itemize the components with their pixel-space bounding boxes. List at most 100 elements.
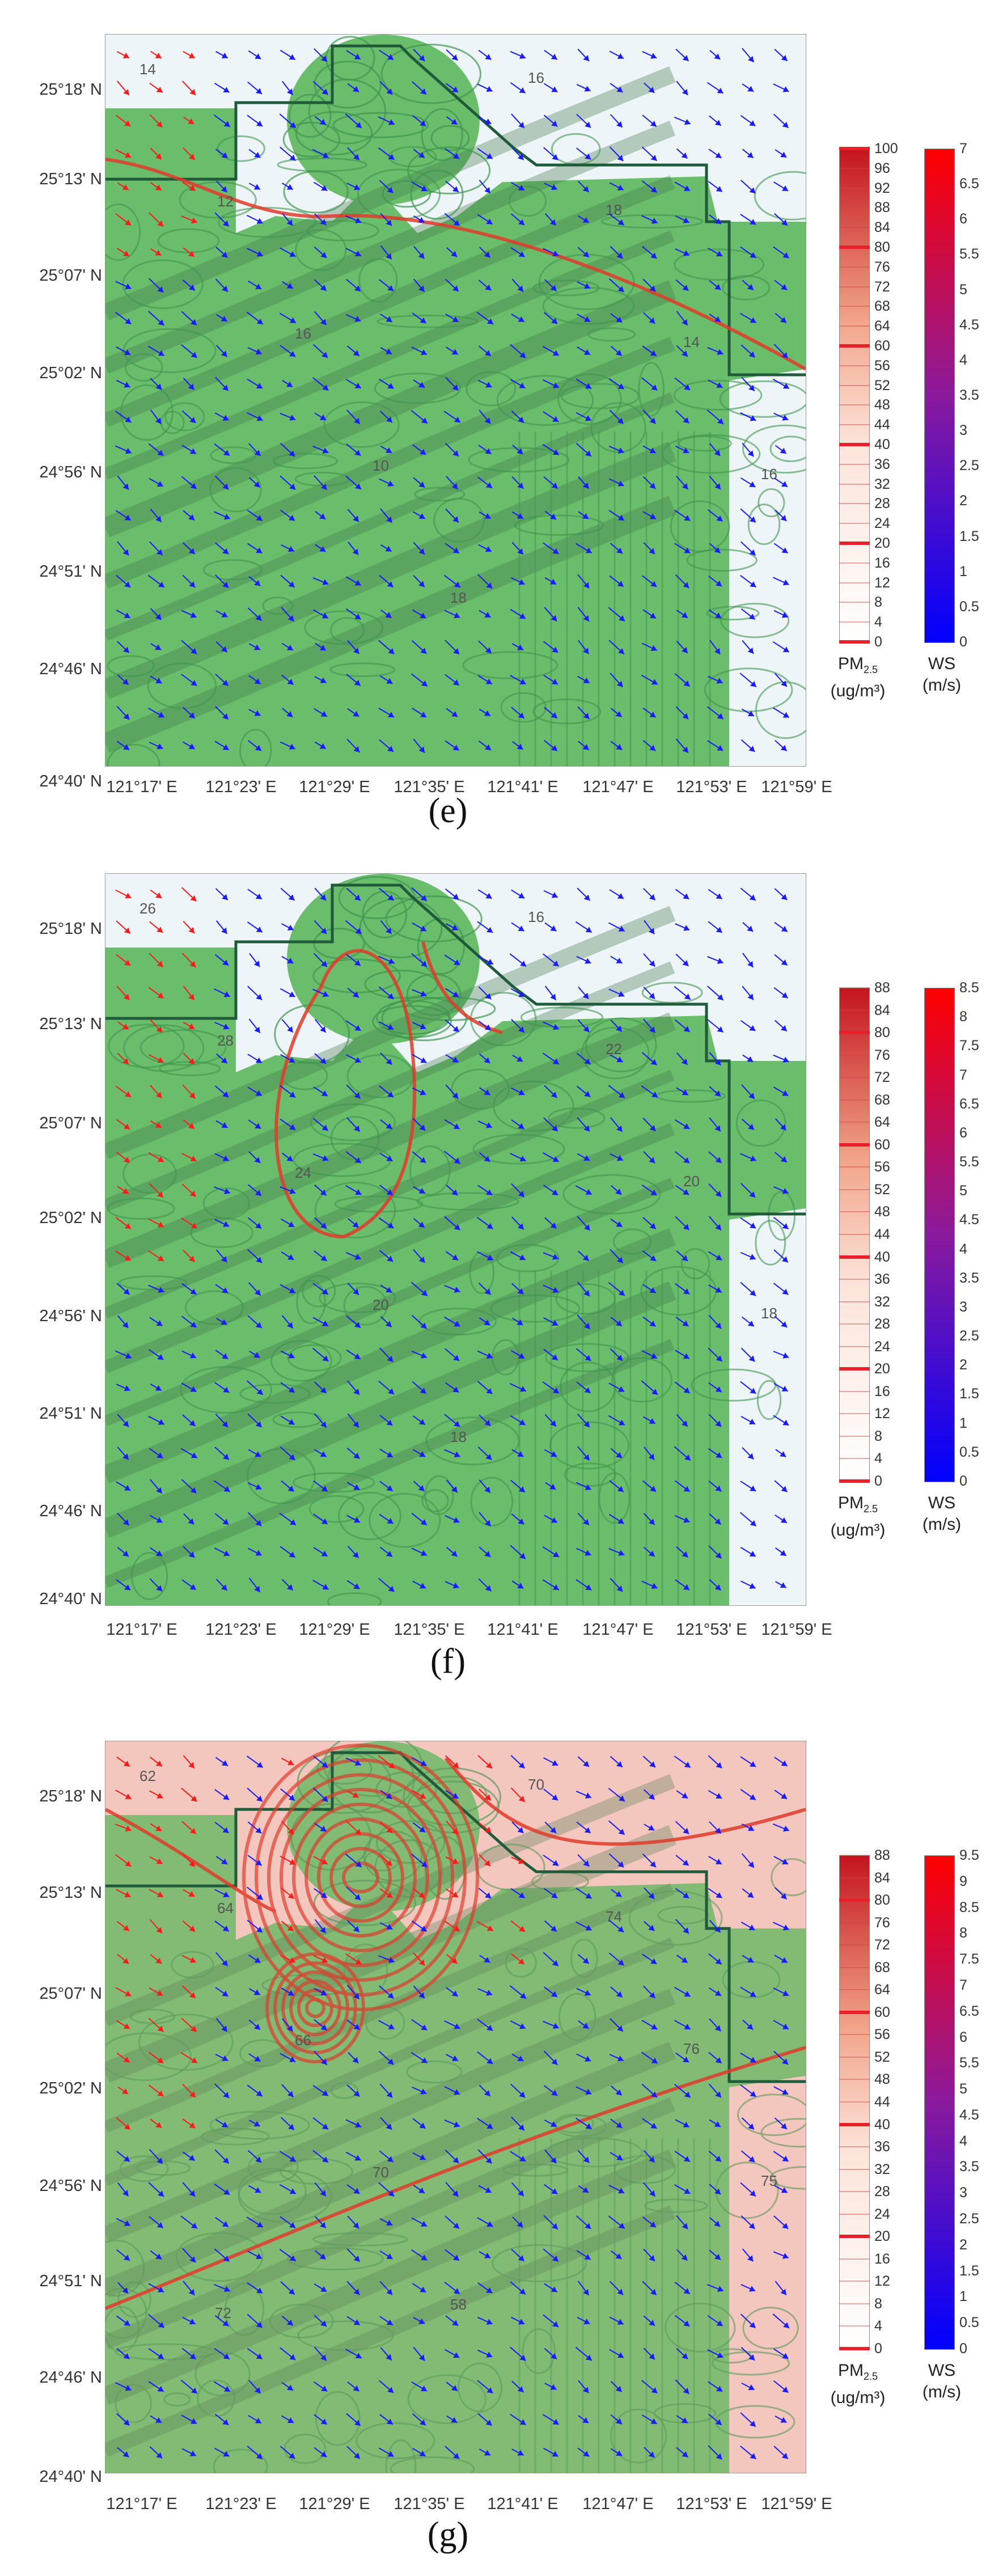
pm25-colorbar-line — [839, 1413, 870, 1415]
pm25-colorbar-line — [839, 1188, 870, 1190]
pm25-colorbar-tick: 32 — [874, 2161, 890, 2177]
ws-colorbar-tick: 1.5 — [959, 2262, 979, 2279]
pm25-colorbar-tick: 64 — [874, 318, 890, 335]
contour-label: 58 — [450, 2296, 467, 2313]
pm25-colorbar-line — [839, 1143, 870, 1147]
ws-colorbar-tick: 1.5 — [959, 528, 979, 544]
pm25-colorbar-line — [839, 2303, 870, 2304]
ws-colorbar — [924, 1855, 955, 2350]
ws-colorbar-tick: 8 — [959, 1009, 967, 1025]
pm25-colorbar-tick: 52 — [874, 1181, 890, 1198]
contour-label: 18 — [450, 1428, 467, 1445]
contour-label: 12 — [217, 193, 234, 210]
pm25-colorbar-tick: 16 — [874, 1383, 890, 1399]
terrain-layer — [105, 1741, 806, 2473]
contour-label: 16 — [761, 466, 777, 483]
pm25-colorbar-line — [839, 1877, 870, 1879]
pm25-colorbar-line — [839, 582, 870, 583]
pm25-colorbar-tick: 68 — [874, 1959, 890, 1976]
ws-colorbar-tick: 5.5 — [959, 1154, 979, 1170]
ws-colorbar-tick: 4 — [959, 352, 967, 368]
pm25-colorbar-line — [839, 463, 870, 465]
contour-label: 74 — [606, 1908, 622, 1925]
pm25-colorbar-line — [839, 621, 870, 623]
pm25-colorbar-tick: 80 — [874, 1892, 890, 1909]
pm25-colorbar-tick: 16 — [874, 2251, 890, 2267]
ws-colorbar-tick: 2 — [959, 493, 967, 509]
map-plot-area: 14 12 16 10 18 16 18 14 16 — [105, 34, 806, 767]
ws-colorbar-tick: 0 — [959, 2341, 967, 2357]
pm25-colorbar-line — [839, 483, 870, 485]
ws-colorbar-tick: 5 — [959, 1183, 967, 1199]
ws-colorbar-tick: 6.5 — [959, 1095, 979, 1112]
pm25-colorbar-tick: 60 — [874, 338, 890, 354]
pm25-colorbar-tick: 84 — [874, 1002, 890, 1018]
ws-colorbar-tick: 5 — [959, 2081, 967, 2097]
x-tick-label: 121°29' E — [299, 1621, 370, 1639]
pm25-colorbar-tick: 12 — [874, 1406, 890, 1422]
pm25-colorbar-line — [839, 1211, 870, 1213]
panel-label: (f) — [430, 1642, 466, 1681]
ws-colorbar-title: WS (m/s) — [911, 1492, 973, 1536]
contour-label: 22 — [606, 1040, 622, 1058]
pm25-colorbar-tick: 32 — [874, 476, 890, 492]
pm25-colorbar-tick: 76 — [874, 1047, 890, 1063]
ws-colorbar-tick: 3.5 — [959, 2159, 979, 2175]
pm25-colorbar-line — [839, 1054, 870, 1056]
ws-colorbar-tick: 1 — [959, 1415, 967, 1431]
x-tick-label: 121°41' E — [487, 778, 558, 796]
pm25-colorbar-line — [839, 987, 870, 988]
ws-colorbar-tick: 2 — [959, 2236, 967, 2253]
x-tick-label: 121°47' E — [582, 1621, 654, 1639]
pm25-colorbar-line — [839, 1323, 870, 1325]
y-tick-label: 24°56' N — [39, 2177, 102, 2195]
pm25-colorbar-tick: 64 — [874, 1982, 890, 1998]
pm25-label: PM — [837, 654, 864, 673]
x-tick-label: 121°17' E — [106, 778, 177, 796]
contour-label: 18 — [450, 589, 467, 606]
ws-colorbar-tick: 1 — [959, 563, 967, 580]
y-tick-label: 24°51' N — [39, 562, 102, 581]
pm25-colorbar-line — [839, 1009, 870, 1011]
pm25-colorbar-tick: 80 — [874, 239, 890, 255]
x-tick-label: 121°41' E — [487, 2495, 558, 2513]
ws-colorbar-tick: 4.5 — [959, 1212, 979, 1228]
contour-label: 14 — [139, 61, 156, 78]
x-tick-label: 121°59' E — [761, 778, 832, 796]
pm25-colorbar-tick: 36 — [874, 1271, 890, 1288]
pm25-colorbar-tick: 40 — [874, 437, 890, 452]
x-tick-label: 121°17' E — [106, 2495, 177, 2513]
y-tick-label: 24°56' N — [39, 463, 102, 481]
pm25-colorbar-tick: 52 — [874, 2049, 890, 2065]
ws-colorbar-tick: 4.5 — [959, 316, 979, 333]
pm25-colorbar-tick: 24 — [874, 1338, 890, 1355]
pm25-colorbar-tick: 84 — [874, 219, 890, 236]
map-svg: 62 64 66 70 58 70 74 76 75 72 — [105, 1741, 806, 2473]
contour-label: 76 — [683, 2040, 700, 2057]
x-tick-label: 121°35' E — [394, 778, 465, 796]
ws-label: WS — [928, 2361, 956, 2380]
map-plot-area: 26 28 24 20 18 16 22 20 18 — [105, 873, 806, 1606]
pm25-colorbar-line — [839, 2101, 870, 2103]
pm25-colorbar-tick: 0 — [874, 2341, 882, 2357]
pm25-colorbar-line — [839, 147, 870, 150]
pm25-colorbar-tick: 72 — [874, 278, 890, 295]
y-tick-label: 24°46' N — [39, 660, 102, 678]
y-tick-label: 25°07' N — [39, 1114, 102, 1132]
pm25-colorbar-tick: 48 — [874, 1204, 890, 1220]
pm25-colorbar-tick: 84 — [874, 1869, 890, 1886]
pm25-colorbar-line — [839, 1898, 870, 1902]
map-svg: 14 12 16 10 18 16 18 14 16 — [105, 35, 806, 766]
ws-colorbar-tick: 7.5 — [959, 1951, 979, 1968]
pm25-colorbar-tick: 20 — [874, 535, 890, 551]
y-tick-label: 25°02' N — [39, 364, 102, 382]
pm25-sub: 2.5 — [863, 664, 878, 675]
y-tick-label: 24°40' N — [39, 772, 102, 790]
pm25-colorbar-line — [839, 1166, 870, 1168]
pm25-colorbar-tick: 28 — [874, 2184, 890, 2200]
ws-colorbar-tick: 3.5 — [959, 387, 979, 403]
pm25-colorbar-tick: 40 — [874, 1249, 890, 1265]
ws-unit: (m/s) — [922, 2383, 962, 2401]
x-tick-label: 121°53' E — [676, 778, 747, 796]
pm25-colorbar-tick: 4 — [874, 1450, 882, 1467]
